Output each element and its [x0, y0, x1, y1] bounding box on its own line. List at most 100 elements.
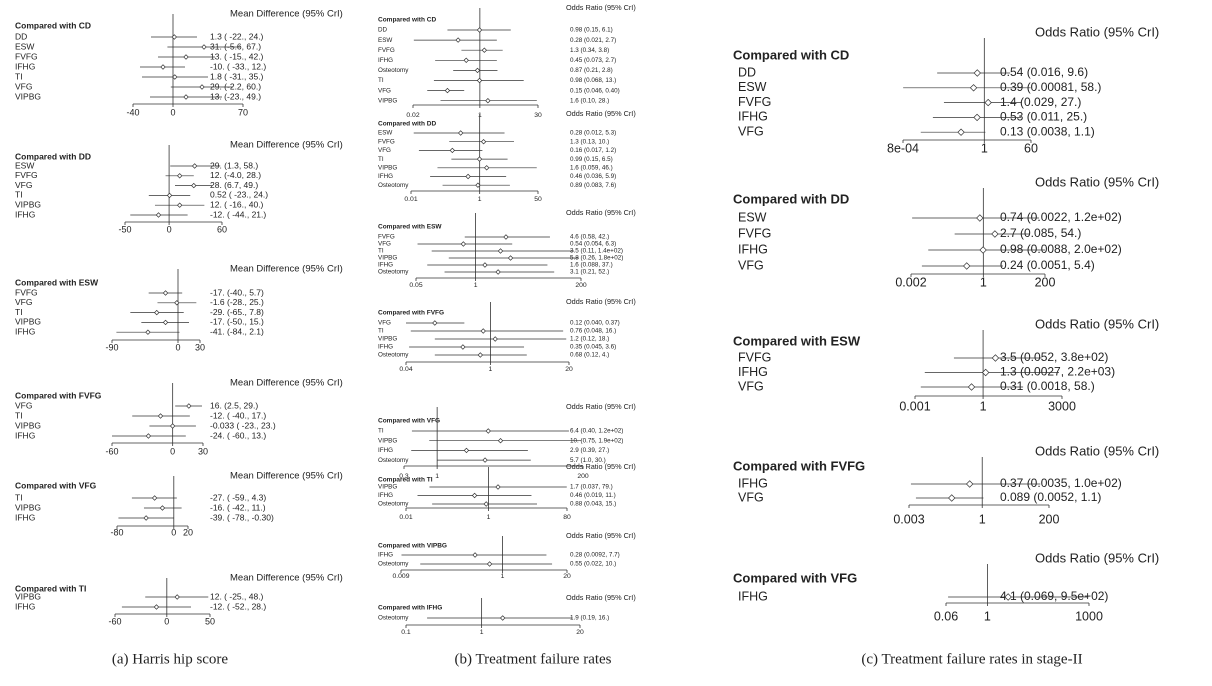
- row-estimate-label: 1.6 (0.10, 28.): [570, 97, 609, 104]
- row-name: TI: [15, 307, 23, 317]
- estimate-marker: [154, 309, 160, 316]
- row-estimate-label: 0.55 (0.022, 10.): [570, 561, 616, 568]
- row-estimate-label: 13. (-23., 49.): [210, 91, 261, 101]
- row-name: IFHG: [738, 476, 768, 490]
- plot-title: Compared with DD: [378, 121, 436, 128]
- plot-title: Compared with VFG: [733, 570, 857, 585]
- row-estimate-label: 10. (0.75, 1.9e+02): [570, 437, 623, 444]
- tick-label: 200: [575, 282, 587, 289]
- row-estimate-label: 0.13 (0.0038, 1.1): [1000, 124, 1095, 138]
- estimate-marker: [475, 182, 481, 188]
- row-name: VIPBG: [15, 502, 41, 512]
- row-estimate-label: 0.28 (0.012, 5.3): [570, 130, 616, 137]
- estimate-marker: [979, 246, 987, 254]
- row-name: VIPBG: [378, 336, 397, 343]
- caption: (a) Harris hip score: [112, 651, 229, 667]
- tick-label: 0.04: [399, 366, 412, 373]
- estimate-marker: [963, 262, 971, 270]
- estimate-marker: [155, 212, 162, 218]
- row-estimate-label: 0.76 (0.048, 16.): [570, 328, 616, 335]
- plot-header: Odds Ratio (95% CrI): [1035, 443, 1159, 458]
- estimate-marker: [967, 383, 976, 391]
- estimate-marker: [457, 130, 464, 136]
- estimate-marker: [965, 480, 974, 488]
- estimate-marker: [472, 552, 478, 558]
- estimate-marker: [153, 604, 160, 610]
- plot-title: Compared with ESW: [378, 224, 442, 231]
- row-name: IFHG: [738, 242, 768, 256]
- row-estimate-label: -17. (-50., 15.): [210, 317, 264, 327]
- estimate-marker: [497, 248, 504, 254]
- row-name: TI: [378, 428, 384, 435]
- row-name: VFG: [738, 379, 764, 393]
- row-estimate-label: 3.5 (0.052, 3.8e+02): [1000, 350, 1108, 364]
- row-name: VIPBG: [378, 255, 397, 262]
- row-estimate-label: 1.7 (0.037, 79.): [570, 484, 613, 491]
- tick-label: -90: [105, 342, 118, 352]
- plot-title: Compared with FVFG: [378, 310, 444, 317]
- tick-label: 80: [563, 514, 571, 521]
- tick-label: 50: [534, 196, 542, 203]
- row-name: IFHG: [15, 430, 35, 440]
- row-estimate-label: 28. (6.7, 49.): [210, 180, 258, 190]
- tick-label: 0.009: [392, 573, 409, 580]
- row-name: VIPBG: [15, 591, 41, 601]
- row-name: VFG: [738, 258, 764, 272]
- row-estimate-label: 0.68 (0.12, 4.): [570, 352, 609, 359]
- row-name: Osteotomy: [378, 182, 409, 189]
- estimate-marker: [463, 57, 469, 63]
- estimate-marker: [981, 368, 990, 377]
- row-estimate-label: -24. ( -60., 13.): [210, 430, 266, 440]
- row-name: Osteotomy: [378, 561, 409, 568]
- estimate-marker: [157, 413, 164, 419]
- tick-label: 0.01: [404, 196, 417, 203]
- estimate-marker: [455, 37, 461, 43]
- tick-label: 200: [577, 473, 589, 480]
- tick-label: 1: [480, 629, 484, 636]
- row-estimate-label: 0.98 (0.068, 13.): [570, 77, 616, 84]
- row-name: ESW: [15, 160, 34, 170]
- row-estimate-label: 0.46 (0.019, 11.): [570, 492, 616, 499]
- estimate-marker: [183, 54, 189, 60]
- estimate-marker: [463, 447, 470, 454]
- estimate-marker: [480, 139, 487, 145]
- estimate-marker: [145, 329, 151, 335]
- row-name: IFHG: [378, 552, 393, 559]
- estimate-marker: [162, 290, 169, 296]
- tick-label: 0.02: [406, 112, 419, 119]
- row-name: Osteotomy: [378, 457, 409, 464]
- row-estimate-label: 0.089 (0.0052, 1.1): [1000, 490, 1101, 504]
- row-name: IFHG: [15, 601, 35, 611]
- tick-label: 1: [980, 275, 987, 289]
- estimate-marker: [444, 87, 451, 94]
- row-estimate-label: -27. ( -59., 4.3): [210, 492, 266, 502]
- plot-header: Odds Ratio (95% CrI): [1035, 550, 1159, 565]
- tick-label: 0: [164, 616, 169, 626]
- row-name: VFG: [15, 400, 32, 410]
- row-name: ESW: [738, 210, 767, 224]
- row-name: FVFG: [738, 350, 771, 364]
- row-name: IFHG: [378, 173, 393, 180]
- row-estimate-label: 0.31 (0.0018, 58.): [1000, 379, 1095, 393]
- row-name: IFHG: [738, 365, 768, 379]
- estimate-marker: [492, 336, 498, 342]
- tick-label: 0.1: [401, 629, 411, 636]
- estimate-marker: [183, 94, 189, 100]
- row-name: IFHG: [15, 209, 35, 219]
- estimate-marker: [480, 328, 486, 334]
- row-estimate-label: 4.1 (0.069, 9.5e+02): [1000, 589, 1108, 603]
- row-name: VIPBG: [15, 91, 41, 101]
- row-estimate-label: 6.4 (0.40, 1.2e+02): [570, 428, 623, 435]
- row-name: VIPBG: [15, 199, 41, 209]
- row-estimate-label: 4.6 (0.58, 42.): [570, 234, 609, 241]
- row-name: TI: [378, 77, 384, 84]
- row-name: TI: [15, 492, 23, 502]
- tick-label: 1: [474, 282, 478, 289]
- plot-title: Compared with DD: [15, 151, 91, 161]
- plot-header: Odds Ratio (95% CrI): [1035, 316, 1159, 331]
- row-estimate-label: 0.28 (0.021, 2.7): [570, 37, 616, 44]
- plot-title: Compared with VFG: [378, 418, 440, 425]
- plot-title: Compared with CD: [378, 17, 436, 24]
- estimate-marker: [482, 457, 488, 463]
